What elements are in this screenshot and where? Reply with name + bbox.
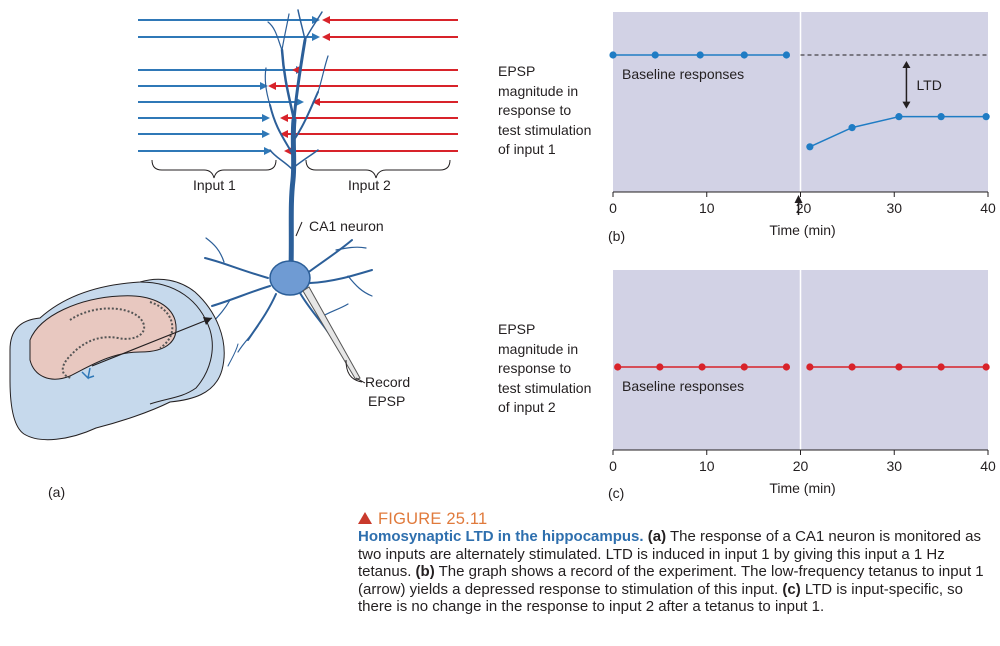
input2-bracket [305,159,451,179]
data-point [806,363,814,371]
ylabel-line: of input 2 [498,399,556,415]
x-tick-label: 0 [609,200,617,216]
data-point [937,363,945,371]
baseline-annotation: Baseline responses [622,378,744,394]
data-point [895,363,903,371]
x-tick-label: 30 [886,458,902,474]
panel-b-label: (b) [608,228,626,244]
data-point [782,51,791,59]
figure-number: FIGURE 25.11 [358,510,998,528]
caption-text-c: LTD is input-specific, so there is no ch… [358,580,963,616]
ltd-arrow-head-up [902,61,911,68]
input2-label: Input 2 [348,177,391,193]
data-point [848,363,856,371]
data-point [982,113,990,121]
data-point [696,51,704,59]
neuron-label: CA1 neuron [309,218,384,234]
triangle-icon [358,512,372,524]
caption-body: Homosynaptic LTD in the hippocampus. (a)… [358,528,998,615]
ylabel-line: response to [498,102,572,118]
ltd-arrow-head-down [902,101,911,109]
neuron-label-leader [295,221,303,237]
caption-text-a: The response of a CA1 neuron is monitore… [358,528,981,581]
x-tick-label: 10 [699,200,715,216]
x-axis-label: Time (min) [769,222,835,238]
apical-dendrite [264,9,329,273]
caption-part-b: (b) [415,563,435,581]
data-point [937,113,945,121]
neuron-soma [269,260,311,296]
data-point [806,143,814,151]
caption-title: Homosynaptic LTD in the hippocampus. [358,528,644,546]
tetanus-arrow-head [794,195,803,203]
x-tick-label: 30 [886,200,902,216]
x-tick-label: 20 [793,458,809,474]
data-point [982,363,990,371]
data-point [698,363,706,371]
chart-c: 0 10 20 30 40 Time (min) Baseline responses [609,270,996,496]
data-point [614,363,622,371]
panel-b-ylabel: EPSP magnitude in response to test stimu… [498,62,591,160]
ylabel-line: test stimulation [498,121,592,138]
x-axis-label: Time (min) [769,480,835,496]
data-point [656,363,664,371]
panel-a-illustration [9,9,458,441]
caption-part-c: (c) [782,580,801,598]
input1-bracket [151,159,277,179]
input2-axons [268,16,458,155]
data-point [651,51,659,59]
data-point [782,363,791,371]
baseline-annotation: Baseline responses [622,66,744,82]
ltd-label: LTD [916,77,941,93]
input1-label: Input 1 [193,177,236,193]
x-tick-label: 0 [609,458,617,474]
ylabel-line: response to [498,360,572,376]
recording-electrode [302,286,366,384]
ylabel-line: test stimulation [498,379,592,396]
record-label-line2: EPSP [368,393,406,409]
ylabel-line: EPSP [498,321,536,337]
ylabel-line: magnitude in [498,82,579,99]
chart-b: 0 10 20 30 40 Time (min) Baseline responses LTD [609,12,996,238]
x-tick-label: 20 [796,200,812,216]
data-point [895,113,903,121]
caption-part-a: (a) [647,528,667,546]
panel-a-label: (a) [48,484,66,500]
data-point [740,363,748,371]
caption-text-b: The graph shows a record of the experime… [358,563,984,598]
x-tick-label: 10 [699,458,715,474]
hippocampus-slice [9,278,225,441]
data-point [740,51,748,59]
record-label-leader [345,359,363,383]
figure-number-text: FIGURE 25.11 [378,510,488,528]
ylabel-line: EPSP [498,63,536,79]
ylabel-line: of input 1 [498,141,556,157]
data-point [848,124,856,132]
x-tick-label: 40 [980,200,996,216]
panel-c-label: (c) [608,485,625,501]
panel-c-ylabel: EPSP magnitude in response to test stimu… [498,320,591,418]
x-tick-label: 40 [980,458,996,474]
ca1-neuron [204,237,373,367]
data-point [609,51,617,59]
figure-caption: FIGURE 25.11 Homosynaptic LTD in the hip… [358,510,998,615]
record-label-line1: Record [365,374,411,390]
ylabel-line: magnitude in [498,340,579,357]
